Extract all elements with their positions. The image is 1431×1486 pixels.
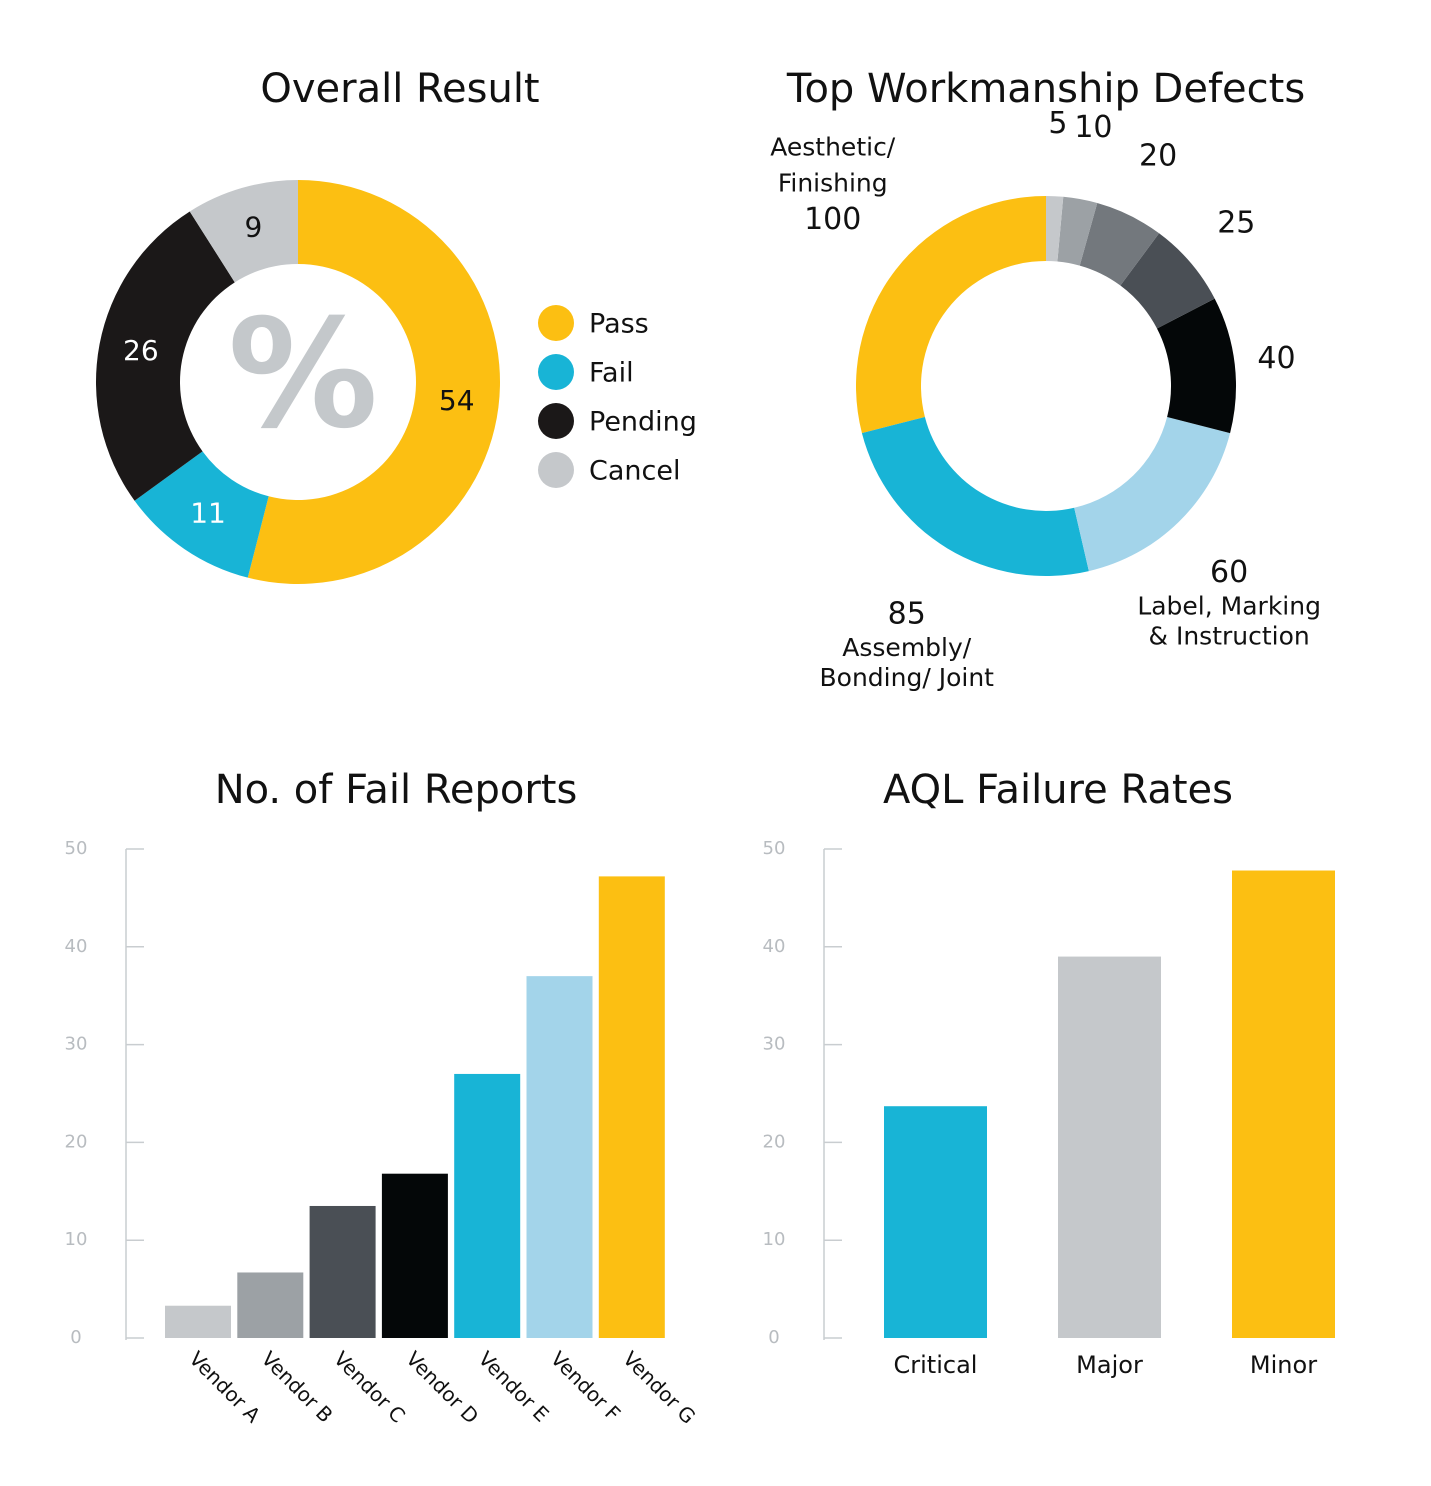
donut-value-label-fail: 11 (190, 496, 226, 529)
donut-value-label-pass: 54 (439, 384, 475, 417)
donut-value-label-cancel: 9 (244, 210, 262, 243)
x-category-label-vendor-f: Vendor F (546, 1347, 625, 1426)
y-tick-label-50: 50 (763, 838, 786, 859)
bar-minor (1232, 870, 1335, 1338)
top-defects-title: Top Workmanship Defects (786, 66, 1305, 112)
y-tick-label-0: 0 (768, 1327, 779, 1348)
bar-vendor-a (165, 1305, 231, 1338)
x-category-label-vendor-d: Vendor D (401, 1347, 483, 1429)
defect-value-label-1: 100 (804, 202, 861, 237)
top-defects-donut: 100 Aesthetic/Finishing 85Assembly/Bonding… (770, 106, 1321, 692)
donut-segment-segment-5 (1120, 233, 1215, 329)
donut-segment-segment-6 (1079, 203, 1160, 286)
x-category-label-vendor-b: Vendor B (257, 1347, 338, 1428)
overall-result-legend: Pass Fail Pending Cancel (538, 305, 697, 488)
defect-category-label-1-line-2: Finishing (778, 168, 888, 197)
bar-vendor-c (309, 1205, 376, 1338)
bar-vendor-f (526, 976, 593, 1338)
y-tick-label-40: 40 (65, 936, 88, 957)
donut-segment-aesthetic-finishing (856, 196, 1046, 434)
defect-category-label-3-line-2: & Instruction (1149, 621, 1310, 650)
aql-failure-title: AQL Failure Rates (883, 767, 1233, 813)
x-category-label-major: Major (1076, 1351, 1143, 1379)
defect-value-label-6: 20 (1139, 138, 1177, 173)
y-tick-label-30: 30 (65, 1034, 88, 1055)
legend-label-fail: Fail (589, 358, 634, 389)
defect-category-label-1-line-1: Aesthetic/ (770, 132, 896, 161)
defect-value-label-5: 25 (1217, 205, 1255, 240)
donut-segment-cancel (189, 180, 298, 283)
y-tick-label-10: 10 (65, 1229, 88, 1250)
defect-category-label-2-line-2: Bonding/ Joint (820, 663, 995, 692)
overall-result-donut: 54 11 26 9 (95, 180, 500, 584)
legend-swatch-pending (538, 403, 574, 439)
defect-value-label-8: 5 (1048, 106, 1067, 141)
fail-reports-title: No. of Fail Reports (215, 767, 578, 813)
y-tick-label-20: 20 (763, 1131, 786, 1152)
legend-swatch-pass (538, 305, 574, 341)
bar-vendor-g (598, 876, 665, 1338)
donut-segment-segment-8 (1046, 196, 1064, 262)
donut-segment-fail (134, 451, 269, 578)
bar-vendor-d (381, 1173, 448, 1338)
legend-label-pending: Pending (589, 407, 697, 438)
bar-vendor-b (237, 1272, 304, 1338)
bar-major (1058, 956, 1161, 1338)
donut-segment-label-marking-instruction (1074, 416, 1231, 572)
defect-value-label-3: 60 (1210, 555, 1248, 590)
y-tick-label-0: 0 (70, 1327, 81, 1348)
defect-category-label-3-line-1: Label, Marking (1137, 591, 1321, 620)
x-category-label-vendor-g: Vendor G (618, 1347, 700, 1429)
defect-category-label-2-line-1: Assembly/ (842, 633, 971, 662)
donut-segment-pending (95, 211, 235, 501)
x-category-label-minor: Minor (1250, 1351, 1317, 1379)
y-tick-label-20: 20 (65, 1131, 88, 1152)
defect-value-label-4: 40 (1257, 341, 1295, 376)
donut-segment-segment-7 (1057, 196, 1098, 266)
aql-failure-bar-chart: 0 10 20 30 40 50 Critical Major Minor (763, 838, 1335, 1379)
bar-vendor-e (454, 1073, 521, 1338)
x-category-label-critical: Critical (894, 1351, 978, 1379)
legend-swatch-fail (538, 354, 574, 390)
donut-value-label-pending: 26 (123, 334, 159, 367)
defect-value-label-7: 10 (1074, 110, 1112, 145)
y-tick-label-10: 10 (763, 1229, 786, 1250)
y-tick-label-30: 30 (763, 1034, 786, 1055)
x-category-label-vendor-c: Vendor C (329, 1347, 410, 1428)
donut-segment-segment-4 (1156, 298, 1237, 434)
x-category-label-vendor-e: Vendor E (474, 1347, 554, 1427)
y-tick-label-50: 50 (65, 838, 88, 859)
legend-label-pass: Pass (589, 309, 649, 340)
x-category-label-vendor-a: Vendor A (184, 1347, 265, 1428)
defect-value-label-2: 85 (888, 596, 926, 631)
y-tick-label-40: 40 (763, 936, 786, 957)
donut-segment-assembly-bonding-joint (861, 416, 1089, 577)
legend-swatch-cancel (538, 452, 574, 488)
overall-result-title: Overall Result (260, 66, 539, 112)
bar-critical (884, 1106, 987, 1338)
donut-segment-pass (247, 180, 500, 584)
legend-label-cancel: Cancel (589, 456, 680, 487)
percent-symbol: % (228, 288, 378, 462)
